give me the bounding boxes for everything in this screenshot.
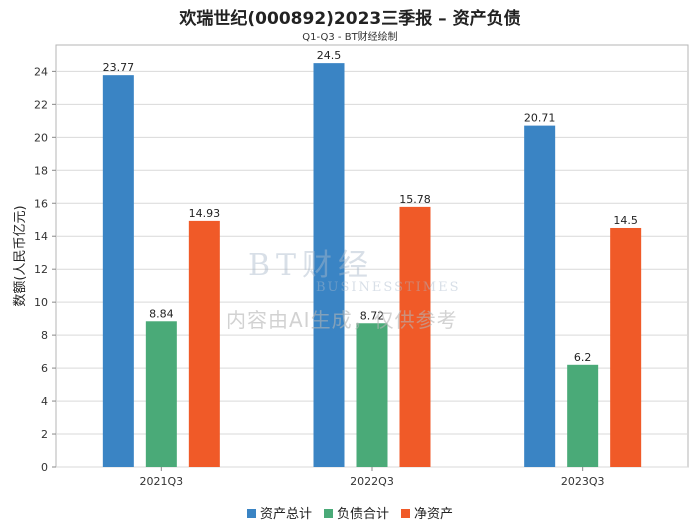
legend-label: 资产总计: [259, 507, 312, 522]
data-label: 14.5: [613, 214, 638, 227]
legend-swatch: [246, 509, 256, 518]
y-tick-label: 10: [34, 296, 48, 309]
y-tick-label: 12: [34, 263, 48, 276]
y-tick-label: 16: [34, 197, 48, 210]
y-tick-label: 0: [41, 461, 48, 474]
legend-label: 净资产: [414, 507, 454, 522]
bar: [524, 125, 556, 468]
bar: [145, 321, 177, 467]
data-label: 20.71: [524, 112, 556, 125]
y-tick-label: 18: [34, 164, 48, 177]
y-tick-label: 6: [41, 362, 48, 375]
legend-item: 负债合计: [323, 503, 389, 522]
watermark-logo: BT财经 BUSINESSTIMES: [248, 240, 461, 295]
data-label: 24.5: [317, 49, 342, 62]
x-tick-label: 2023Q3: [561, 475, 605, 488]
bar: [567, 364, 599, 467]
y-tick-label: 2: [41, 428, 48, 441]
y-tick-label: 20: [34, 131, 48, 144]
y-tick-label: 4: [41, 395, 48, 408]
data-label: 15.78: [399, 193, 431, 206]
legend: 资产总计 负债合计 净资产: [0, 503, 700, 522]
y-axis-label: 数额(人民币亿元): [13, 205, 28, 306]
legend-swatch: [401, 509, 410, 518]
data-label: 6.2: [574, 351, 592, 364]
bar: [188, 220, 220, 467]
data-label: 23.77: [103, 61, 135, 74]
data-label: 8.72: [360, 309, 385, 322]
x-tick-label: 2022Q3: [350, 475, 394, 488]
watermark-logo-sub: BUSINESSTIMES: [316, 280, 461, 295]
x-tick-label: 2021Q3: [140, 475, 184, 488]
bar: [102, 75, 134, 467]
bar: [610, 227, 642, 467]
data-label: 14.93: [189, 207, 221, 220]
bar: [313, 63, 345, 467]
y-tick-label: 24: [34, 65, 48, 78]
chart-title: 欢瑞世纪(000892)2023三季报 – 资产负债: [179, 9, 521, 29]
bar: [356, 323, 388, 467]
y-tick-label: 14: [34, 230, 48, 243]
data-label: 8.84: [149, 307, 174, 320]
legend-swatch: [323, 509, 333, 518]
y-tick-label: 8: [41, 329, 48, 342]
chart-subtitle: Q1-Q3 - BT财经绘制: [302, 32, 398, 43]
watermark-logo-main: BT财经: [248, 248, 375, 283]
legend-item: 净资产: [401, 503, 453, 522]
watermark-notice: 内容由AI生成，仅供参考: [226, 308, 458, 332]
legend-item: 资产总计: [246, 503, 312, 522]
y-tick-label: 22: [34, 98, 48, 111]
legend-label: 负债合计: [336, 507, 389, 522]
bar: [399, 206, 431, 467]
